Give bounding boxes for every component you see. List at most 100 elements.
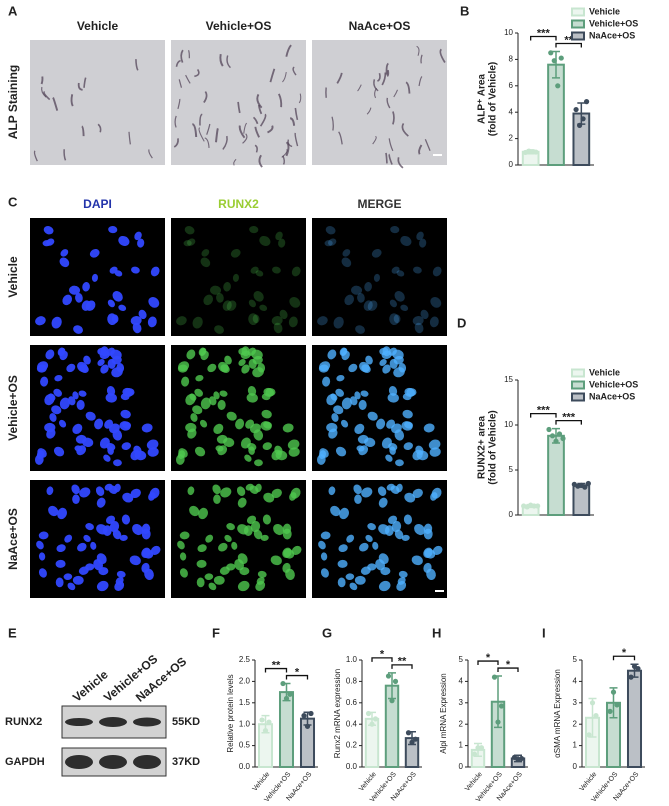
nucleus	[325, 226, 336, 235]
stain-fiber	[242, 133, 248, 144]
nucleus	[190, 413, 198, 422]
nucleus	[365, 534, 373, 543]
nucleus	[75, 434, 87, 444]
nucleus	[327, 349, 337, 360]
y-axis-label: Alpl mRNA Expression	[439, 673, 448, 753]
nucleus	[54, 374, 63, 382]
panel-letter: H	[432, 625, 441, 640]
nucleus	[246, 515, 257, 524]
stain-fiber	[385, 152, 388, 164]
stain-fiber	[174, 115, 177, 128]
legend-swatch	[571, 19, 585, 29]
nucleus	[371, 248, 382, 258]
column-label: Vehicle+OS	[206, 19, 272, 33]
nucleus	[244, 454, 252, 462]
nucleus	[115, 576, 124, 585]
significance-bracket	[497, 667, 519, 673]
nucleus	[226, 523, 235, 531]
nucleus	[112, 291, 123, 302]
nucleus	[380, 567, 391, 576]
row-label: Vehicle	[6, 256, 20, 298]
nucleus	[83, 355, 91, 365]
column-label: Vehicle	[77, 19, 119, 33]
y-tick-label: 0.8	[346, 677, 358, 686]
y-tick-label: 5	[573, 655, 578, 664]
staining-image	[312, 40, 447, 165]
nucleus	[66, 363, 76, 373]
nucleus	[432, 545, 443, 556]
nucleus	[201, 249, 210, 257]
data-point	[533, 149, 539, 155]
nucleus	[216, 434, 228, 444]
data-point	[614, 702, 620, 708]
nucleus	[318, 540, 326, 550]
nucleus	[390, 226, 400, 234]
nucleus	[256, 576, 265, 585]
protein-label: RUNX2	[5, 716, 42, 728]
nucleus	[224, 534, 232, 543]
data-point	[262, 728, 269, 734]
nucleus	[187, 486, 195, 496]
nucleus	[43, 226, 54, 235]
nucleus	[129, 555, 141, 566]
nucleus	[116, 363, 125, 373]
nucleus	[234, 559, 245, 571]
nucleus	[349, 582, 358, 591]
nucleus	[224, 355, 232, 365]
nucleus	[375, 559, 386, 571]
stain-fiber	[175, 59, 181, 67]
nucleus	[376, 418, 386, 430]
stain-fiber	[374, 87, 377, 99]
nucleus	[361, 487, 373, 498]
nucleus	[271, 316, 283, 326]
nucleus	[107, 299, 115, 308]
stain-fiber	[243, 122, 248, 134]
nucleus	[250, 266, 259, 274]
nucleus	[72, 423, 83, 434]
panel-letter: G	[322, 625, 332, 640]
nucleus	[273, 322, 283, 334]
stain-fiber	[392, 111, 395, 125]
nucleus	[177, 540, 185, 550]
stain-fiber	[204, 137, 210, 148]
nucleus	[341, 397, 352, 410]
nucleus	[196, 577, 205, 588]
nucleus	[238, 358, 246, 367]
nucleus	[59, 350, 68, 361]
nucleus	[200, 397, 211, 410]
nucleus	[389, 446, 396, 455]
legend-label: NaAce+OS	[589, 391, 635, 401]
panel-letter: E	[8, 625, 17, 640]
nucleus	[245, 483, 254, 491]
nucleus	[213, 494, 221, 504]
y-tick-label: 8	[509, 55, 514, 64]
stain-fiber	[226, 55, 231, 69]
nucleus	[130, 488, 141, 499]
nucleus	[120, 393, 130, 401]
nucleus	[237, 580, 250, 592]
nucleus	[382, 364, 391, 374]
nucleus	[200, 350, 209, 361]
nucleus	[111, 314, 119, 324]
nucleus	[395, 459, 404, 467]
blot-band	[65, 755, 93, 769]
nucleus	[320, 568, 329, 578]
stain-fiber	[292, 66, 297, 76]
blot-band	[99, 717, 127, 727]
nucleus	[419, 238, 427, 248]
nucleus	[53, 388, 63, 397]
nucleus	[336, 374, 345, 382]
nucleus	[367, 300, 378, 311]
column-label: NaAce+OS	[349, 19, 411, 33]
nucleus	[144, 568, 154, 581]
y-axis-label: (fold of Vehicle)	[488, 62, 499, 136]
significance-label: *	[295, 666, 300, 678]
nucleus	[430, 297, 442, 308]
y-tick-label: 2	[459, 719, 464, 728]
bar	[547, 434, 565, 516]
stain-fiber	[180, 49, 184, 63]
nucleus	[402, 393, 412, 401]
nucleus	[365, 355, 373, 365]
y-tick-label: 0	[509, 160, 514, 169]
column-label: MERGE	[357, 197, 401, 211]
